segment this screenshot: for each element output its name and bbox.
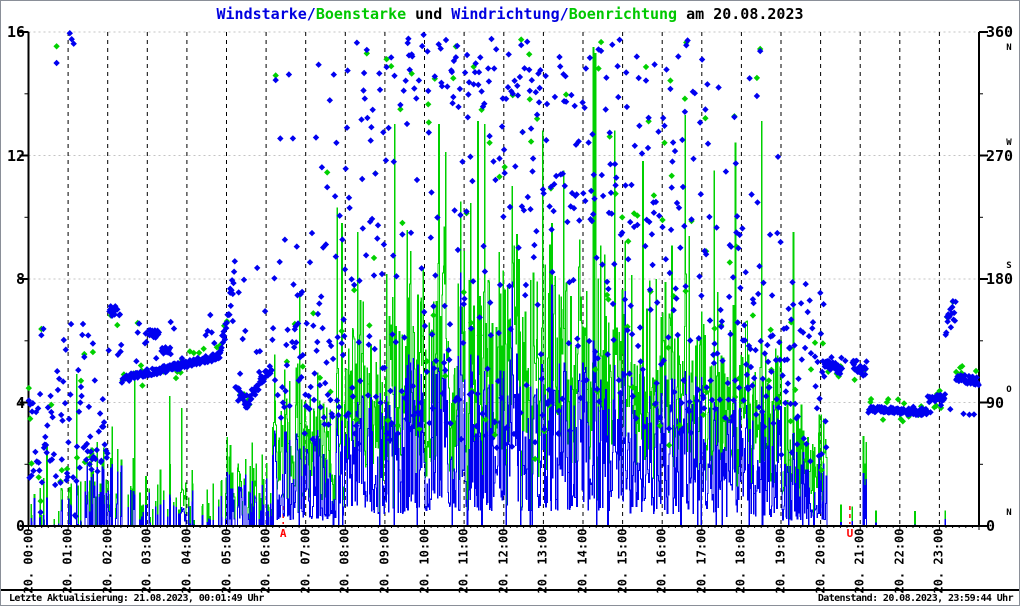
x-axis-label: 20. 10:00 — [417, 528, 432, 594]
x-axis-label: 20. 02:00 — [100, 528, 115, 594]
title-part: Boenrichtung — [568, 5, 678, 23]
title-part: Windstarke/ — [216, 5, 316, 23]
x-axis-label: 20. 07:00 — [298, 528, 313, 594]
y-axis-left-tick-label: 16 — [6, 23, 25, 41]
sun-marker-label: U — [846, 527, 854, 540]
x-axis-label: 20. 12:00 — [496, 528, 511, 594]
x-axis-label: 20. 04:00 — [179, 528, 194, 594]
chart-title: Windstarke/Boenstarke und Windrichtung/B… — [1, 5, 1019, 23]
x-axis-label: 20. 23:00 — [931, 528, 946, 594]
compass-letter: N — [1006, 508, 1012, 518]
x-axis-label: 20. 19:00 — [773, 528, 788, 594]
data-timestamp-text: Datenstand: 20.08.2023, 23:59:44 Uhr — [817, 593, 1014, 604]
y-axis-left-tick-label: 12 — [6, 146, 25, 165]
x-axis-label: 20. 06:00 — [258, 528, 273, 594]
x-axis-label: 20. 11:00 — [456, 528, 471, 594]
y-axis-right-tick-label: 360 — [986, 23, 1014, 41]
title-part: am 20.08.2023 — [677, 5, 804, 23]
y-axis-right-tick-label: 90 — [986, 393, 1005, 412]
compass-letter: N — [1006, 43, 1012, 53]
wind-chart-plot — [19, 30, 988, 530]
y-axis-left-tick-label: 0 — [15, 517, 25, 535]
x-axis-label: 20. 00:00 — [21, 528, 35, 594]
title-part: Boenstarke — [315, 5, 407, 23]
x-axis-label: 20. 13:00 — [535, 528, 550, 594]
y-axis-left-tick-label: 4 — [15, 393, 25, 412]
y-axis-right-tick-label: 270 — [986, 146, 1014, 165]
y-axis-left-tick-label: 8 — [15, 270, 25, 288]
x-axis-label: 20. 09:00 — [377, 528, 392, 594]
x-axis-label: 20. 17:00 — [694, 528, 709, 594]
compass-letter: W — [1006, 137, 1012, 148]
x-axis-label: 20. 05:00 — [219, 528, 234, 594]
x-axis-label: 20. 14:00 — [575, 528, 590, 594]
compass-letter: O — [1006, 384, 1012, 395]
x-axis-label: 20. 08:00 — [337, 528, 352, 594]
x-axis-label: 20. 15:00 — [615, 528, 630, 594]
y-axis-right-tick-label: 0 — [986, 517, 996, 535]
x-axis-label: 20. 01:00 — [60, 528, 75, 594]
title-part: und — [406, 5, 452, 23]
x-axis-label: 20. 20:00 — [813, 528, 828, 594]
x-axis-label: 20. 16:00 — [654, 528, 669, 594]
footer-divider — [1, 589, 1019, 591]
x-axis-label: 20. 03:00 — [139, 528, 154, 594]
title-part: Windrichtung/ — [451, 5, 569, 23]
last-update-text: Letzte Aktualisierung: 21.08.2023, 00:01… — [9, 593, 264, 604]
sun-marker-label: A — [279, 527, 287, 540]
x-axis-label: 20. 22:00 — [892, 528, 907, 594]
wind-series — [30, 272, 947, 526]
y-axis-right-tick-label: 180 — [986, 270, 1014, 288]
wind-direction-points — [25, 30, 982, 520]
x-axis-label: 20. 18:00 — [733, 528, 748, 594]
compass-letter: S — [1006, 261, 1012, 271]
